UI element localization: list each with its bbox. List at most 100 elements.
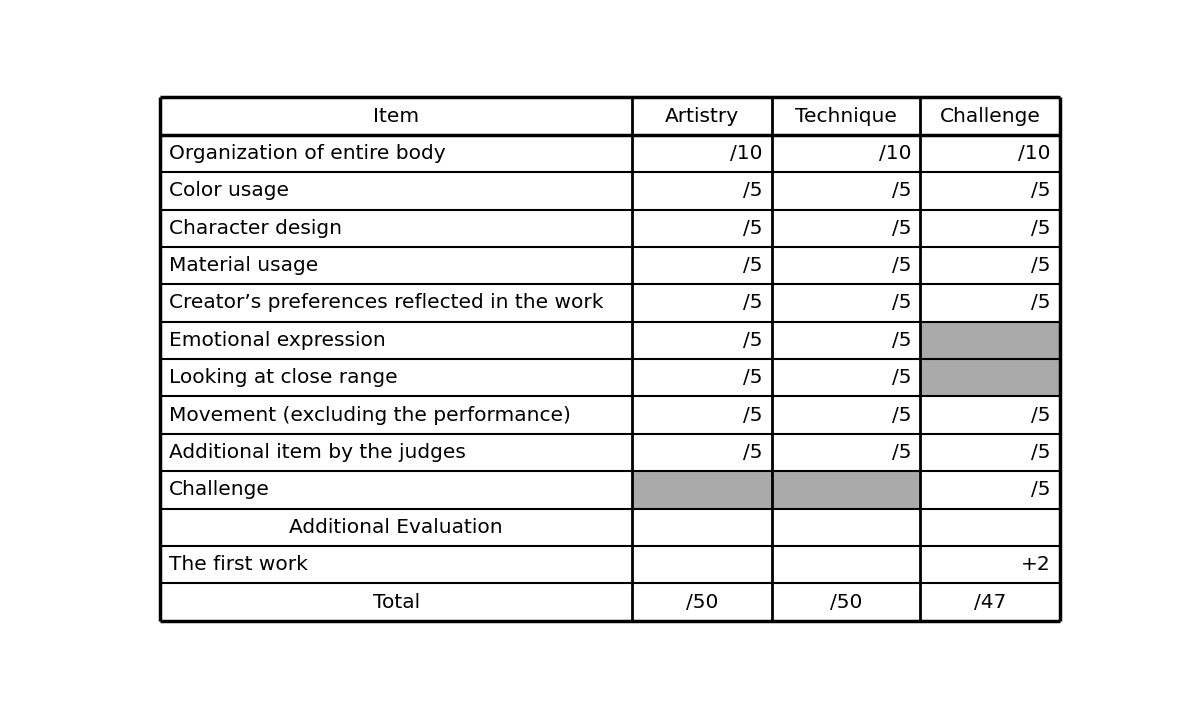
Text: Additional item by the judges: Additional item by the judges <box>169 443 466 462</box>
Text: Organization of entire body: Organization of entire body <box>169 144 446 163</box>
Text: /5: /5 <box>891 256 912 275</box>
Bar <box>772 321 920 359</box>
Bar <box>920 471 1060 508</box>
Bar <box>920 284 1060 321</box>
Text: /10: /10 <box>731 144 763 163</box>
Text: Total: Total <box>372 592 420 611</box>
Bar <box>159 434 632 471</box>
Text: /50: /50 <box>685 592 719 611</box>
Bar <box>772 247 920 284</box>
Bar <box>772 583 920 621</box>
Bar <box>772 397 920 434</box>
Bar <box>772 434 920 471</box>
Text: /5: /5 <box>1032 481 1051 499</box>
Bar <box>772 508 920 546</box>
Text: /47: /47 <box>973 592 1007 611</box>
Bar <box>920 172 1060 210</box>
Bar <box>159 135 632 172</box>
Bar <box>920 247 1060 284</box>
Bar <box>159 97 632 135</box>
Text: Additional Evaluation: Additional Evaluation <box>289 518 503 537</box>
Bar <box>159 247 632 284</box>
Bar <box>632 284 772 321</box>
Text: /50: /50 <box>829 592 863 611</box>
Bar <box>632 321 772 359</box>
Bar <box>159 397 632 434</box>
Text: /5: /5 <box>891 181 912 201</box>
Text: /5: /5 <box>1032 256 1051 275</box>
Text: /10: /10 <box>1019 144 1051 163</box>
Bar <box>920 321 1060 359</box>
Text: Color usage: Color usage <box>169 181 289 201</box>
Bar <box>632 135 772 172</box>
Bar <box>920 434 1060 471</box>
Bar <box>920 359 1060 397</box>
Bar <box>920 97 1060 135</box>
Bar <box>920 397 1060 434</box>
Text: /10: /10 <box>878 144 912 163</box>
Bar <box>920 508 1060 546</box>
Text: /5: /5 <box>744 406 763 424</box>
Bar <box>159 471 632 508</box>
Bar <box>159 583 632 621</box>
Bar <box>159 172 632 210</box>
Bar <box>632 583 772 621</box>
Text: Artistry: Artistry <box>665 107 739 126</box>
Text: /5: /5 <box>744 181 763 201</box>
Bar <box>632 397 772 434</box>
Text: +2: +2 <box>1021 555 1051 574</box>
Text: /5: /5 <box>744 219 763 237</box>
Text: /5: /5 <box>891 368 912 387</box>
Bar <box>920 135 1060 172</box>
Bar <box>632 210 772 247</box>
Bar <box>632 172 772 210</box>
Bar <box>920 210 1060 247</box>
Text: Emotional expression: Emotional expression <box>169 331 386 350</box>
Text: Technique: Technique <box>795 107 897 126</box>
Text: Item: Item <box>372 107 419 126</box>
Text: /5: /5 <box>744 331 763 350</box>
Text: Material usage: Material usage <box>169 256 318 275</box>
Text: /5: /5 <box>1032 294 1051 312</box>
Bar <box>632 359 772 397</box>
Text: Character design: Character design <box>169 219 342 237</box>
Text: Challenge: Challenge <box>940 107 1040 126</box>
Text: /5: /5 <box>891 331 912 350</box>
Text: The first work: The first work <box>169 555 308 574</box>
Bar <box>632 508 772 546</box>
Bar <box>159 210 632 247</box>
Bar <box>632 247 772 284</box>
Text: /5: /5 <box>744 294 763 312</box>
Text: /5: /5 <box>891 219 912 237</box>
Text: /5: /5 <box>1032 181 1051 201</box>
Bar <box>159 508 632 546</box>
Bar <box>159 359 632 397</box>
Bar <box>632 546 772 583</box>
Bar <box>632 471 772 508</box>
Bar <box>772 97 920 135</box>
Bar <box>159 284 632 321</box>
Bar <box>772 210 920 247</box>
Text: /5: /5 <box>744 256 763 275</box>
Text: /5: /5 <box>1032 443 1051 462</box>
Bar <box>159 546 632 583</box>
Bar <box>159 321 632 359</box>
Text: /5: /5 <box>744 443 763 462</box>
Text: /5: /5 <box>891 443 912 462</box>
Text: /5: /5 <box>1032 406 1051 424</box>
Text: Movement (excluding the performance): Movement (excluding the performance) <box>169 406 571 424</box>
Text: Looking at close range: Looking at close range <box>169 368 397 387</box>
Bar <box>920 546 1060 583</box>
Bar <box>632 434 772 471</box>
Text: Challenge: Challenge <box>169 481 270 499</box>
Text: /5: /5 <box>891 294 912 312</box>
Text: /5: /5 <box>744 368 763 387</box>
Bar <box>772 135 920 172</box>
Bar <box>772 359 920 397</box>
Text: /5: /5 <box>891 406 912 424</box>
Bar <box>772 284 920 321</box>
Text: /5: /5 <box>1032 219 1051 237</box>
Bar <box>632 97 772 135</box>
Bar <box>772 471 920 508</box>
Bar <box>772 172 920 210</box>
